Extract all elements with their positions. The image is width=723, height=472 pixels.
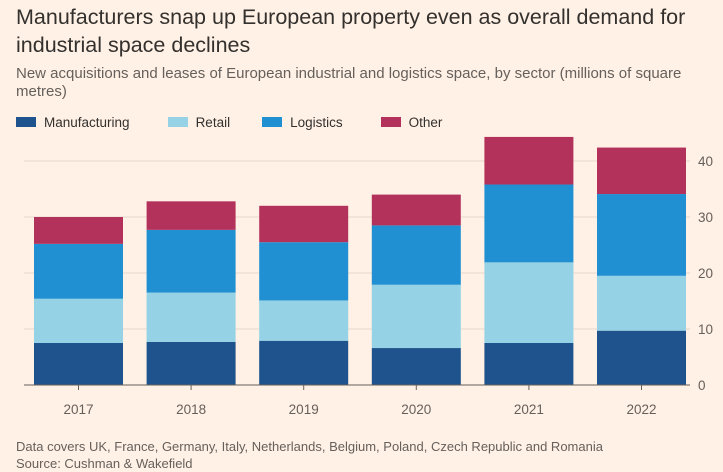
bar-other-2019	[259, 205, 349, 243]
y-tick-label: 30	[698, 210, 713, 225]
y-tick-label: 0	[698, 378, 706, 393]
bar-logistics-2022	[597, 194, 686, 276]
chart-source: Source: Cushman & Wakefield	[16, 456, 193, 471]
y-tick-label: 20	[698, 266, 713, 281]
bar-retail-2018	[146, 292, 236, 342]
x-tick-label: 2021	[514, 402, 544, 417]
y-tick-label: 40	[698, 154, 713, 169]
legend-item-retail: Retail	[167, 114, 231, 130]
bar-retail-2022	[597, 275, 686, 331]
legend-item-manufacturing: Manufacturing	[16, 115, 130, 130]
bar-logistics-2021	[484, 184, 574, 263]
bar-manufacturing-2022	[597, 330, 686, 385]
chart-footnote: Data covers UK, France, Germany, Italy, …	[16, 439, 603, 454]
bar-retail-2021	[484, 262, 574, 343]
bar-retail-2019	[259, 300, 349, 341]
legend-label: Retail	[195, 114, 231, 130]
bar-other-2017	[34, 217, 123, 244]
bar-logistics-2020	[371, 225, 461, 285]
legend-item-other: Other	[380, 114, 443, 130]
chart-subtitle: New acquisitions and leases of European …	[16, 65, 682, 100]
legend-label: Logistics	[290, 114, 343, 130]
x-tick-label: 2018	[176, 402, 206, 417]
x-tick-label: 2020	[401, 402, 431, 417]
bar-manufacturing-2021	[484, 343, 574, 385]
gridlines	[24, 160, 690, 330]
bar-manufacturing-2019	[259, 340, 349, 385]
legend-swatch	[167, 117, 188, 127]
chart-title: Manufacturers snap up European property …	[16, 5, 686, 57]
bar-other-2018	[146, 201, 236, 230]
bar-manufacturing-2017	[34, 343, 123, 385]
y-tick-label: 10	[698, 322, 713, 337]
legend: Manufacturing Retail Logistics Other	[16, 113, 442, 131]
bar-retail-2017	[34, 298, 123, 343]
axes: 0 10 20 30 40 2017 2018 2019 2020 2021 2022	[24, 154, 713, 417]
legend-swatch	[262, 117, 283, 127]
legend-swatch	[380, 117, 401, 127]
legend-item-logistics: Logistics	[262, 115, 343, 130]
x-tick-label: 2019	[289, 402, 319, 417]
legend-label: Other	[408, 114, 443, 130]
bar-logistics-2019	[259, 242, 349, 301]
bar-manufacturing-2020	[371, 348, 461, 385]
bar-logistics-2017	[34, 243, 123, 299]
bar-other-2021	[484, 136, 574, 185]
bar-manufacturing-2018	[146, 341, 236, 385]
legend-swatch	[16, 117, 36, 127]
bar-other-2020	[371, 194, 461, 226]
bars	[34, 136, 686, 385]
bar-retail-2020	[371, 284, 461, 349]
legend-label: Manufacturing	[44, 114, 130, 130]
x-tick-label: 2022	[626, 402, 656, 417]
x-tick-label: 2017	[63, 402, 93, 417]
bar-other-2022	[597, 147, 686, 195]
bar-logistics-2018	[146, 229, 236, 293]
